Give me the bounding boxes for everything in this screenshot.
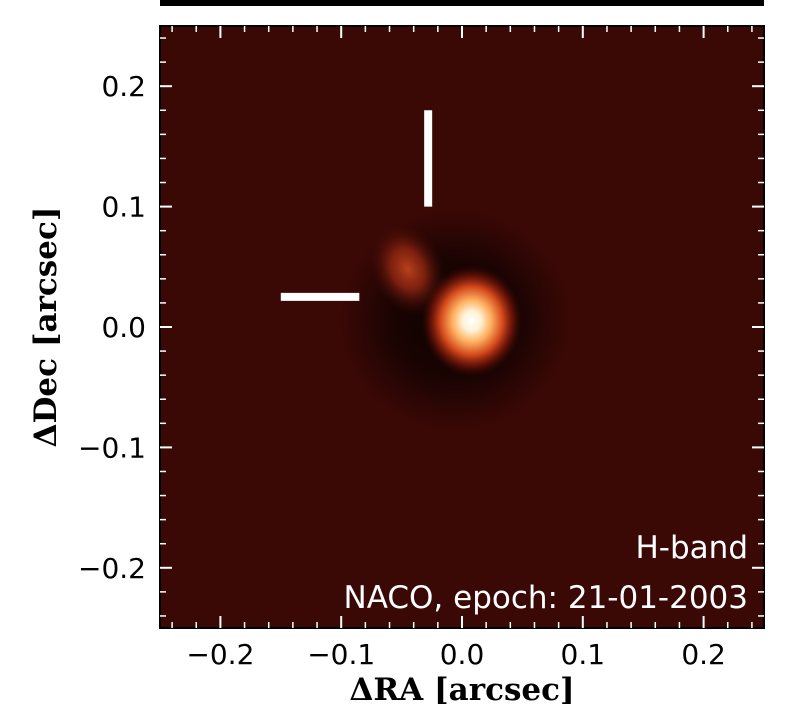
x-tick-label: −0.1 — [307, 638, 375, 671]
tick-labels: −0.2 −0.1 0.0 0.1 0.2 −0.2 −0.1 0.0 0.1 0.2 — [78, 70, 726, 671]
y-tick-label: 0.2 — [101, 70, 146, 103]
x-tick-label: 0.2 — [681, 638, 726, 671]
x-axis-title: ΔRA [arcsec] — [349, 672, 574, 708]
x-tick-label: 0.0 — [440, 638, 485, 671]
y-tick-label: −0.2 — [78, 552, 146, 585]
y-tick-label: 0.0 — [101, 311, 146, 344]
top-strip — [160, 0, 764, 6]
epoch-label: NACO, epoch: 21-01-2003 — [344, 580, 748, 616]
primary-source — [420, 265, 523, 377]
y-tick-label: 0.1 — [101, 191, 146, 224]
y-tick-label: −0.1 — [78, 431, 146, 464]
companion-source — [368, 222, 447, 316]
x-tick-label: 0.1 — [561, 638, 606, 671]
x-tick-label: −0.2 — [186, 638, 254, 671]
ticks — [160, 26, 764, 628]
y-axis-title: ΔDec [arcsec] — [28, 206, 64, 447]
band-label: H-band — [636, 530, 749, 566]
